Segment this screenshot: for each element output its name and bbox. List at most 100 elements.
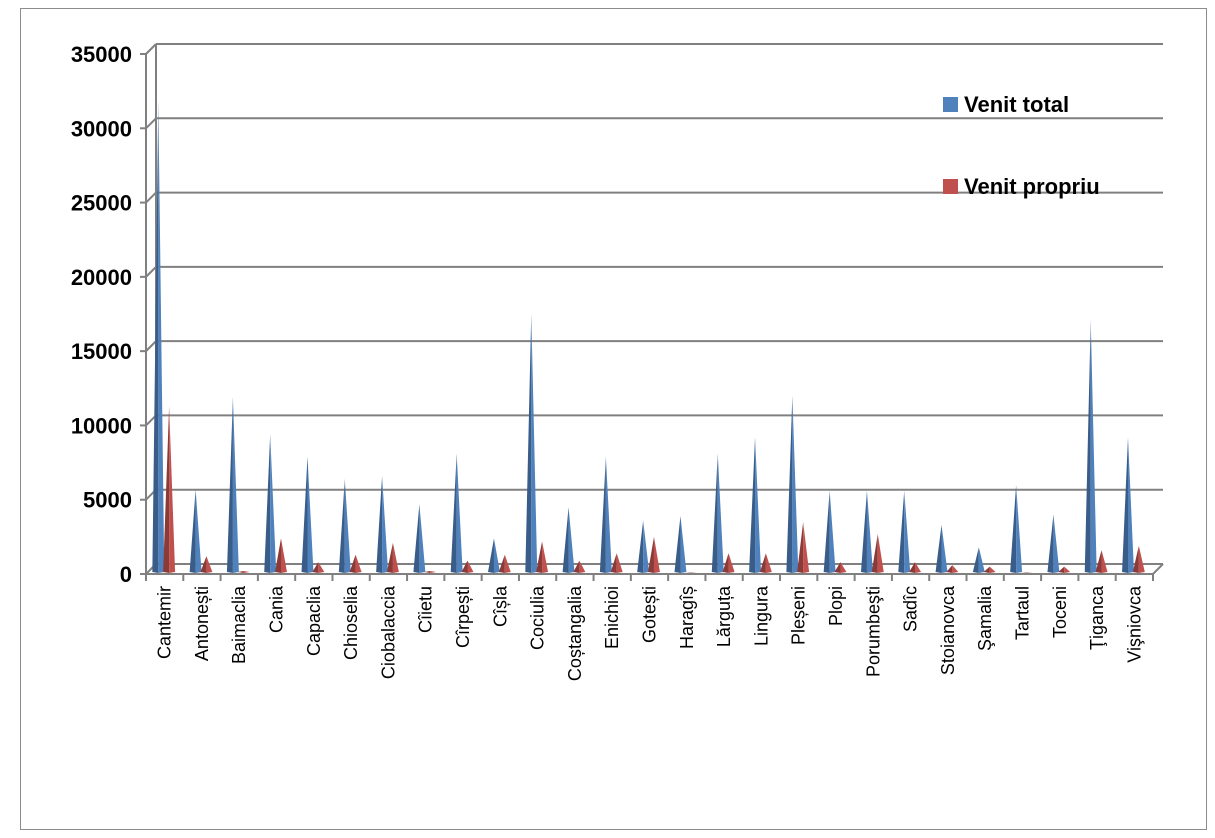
bar-venit-total-shade (338, 478, 345, 573)
bar-venit-propriu (579, 560, 586, 573)
x-category-label: Porumbeşti (863, 586, 883, 677)
bar-venit-propriu-shade (349, 554, 356, 573)
bar-venit-propriu (653, 536, 660, 573)
bar-venit-propriu (915, 562, 922, 573)
bar-venit-propriu (542, 541, 549, 573)
bar-venit-total (456, 453, 463, 573)
bar-venit-total-shade (749, 437, 756, 573)
bar-venit-total (643, 520, 650, 573)
bar-venit-total (1053, 514, 1060, 573)
bar-venit-propriu-shade (834, 562, 841, 573)
x-category-label: Chioselia (341, 585, 361, 660)
bar-venit-total (605, 456, 612, 573)
bar-venit-total-shade (264, 434, 271, 573)
bar-venit-propriu-shade (722, 553, 729, 573)
bar-venit-total-shade (525, 314, 532, 573)
gridlines (145, 43, 1163, 575)
bar-venit-total-shade (226, 397, 233, 573)
legend-swatch (943, 179, 958, 194)
bar-venit-propriu-shade (909, 562, 916, 573)
bar-venit-propriu (952, 565, 959, 573)
bar-venit-total (941, 524, 948, 573)
bar-venit-propriu-shade (200, 556, 207, 573)
x-category-label: Plopi (826, 586, 846, 626)
legend-label: Venit total (964, 92, 1069, 117)
x-category-label: Coștangalia (565, 585, 585, 681)
chart-svg: 0 5000 10000 15000 20000 25000 30000 35000 Cant… (71, 42, 1164, 681)
gridline-side (145, 266, 157, 278)
bar-venit-total-shade (637, 520, 644, 573)
bar-venit-total-shade (413, 504, 420, 573)
bar-venit-total (307, 456, 314, 573)
x-category-label: Lingura (751, 585, 771, 646)
x-category-label: Antonești (192, 586, 212, 661)
bar-venit-propriu-shade (797, 522, 804, 573)
legend-swatch (943, 97, 958, 112)
bar-venit-total (568, 507, 575, 573)
bar-venit-total-shade (786, 395, 793, 573)
bar-venit-total-shade (1084, 319, 1091, 573)
bar-venit-propriu (392, 542, 399, 573)
bar-venit-propriu-shade (536, 541, 543, 573)
x-category-label: Lărguța (714, 585, 734, 647)
bar-venit-total-shade (599, 456, 606, 573)
x-category-label: Şamalia (975, 585, 995, 651)
bar-venit-total (755, 437, 762, 573)
bar-venit-total-shade (972, 547, 979, 573)
x-category-label: Capaclia (304, 585, 324, 656)
bar-venit-propriu (430, 571, 437, 573)
bar-venit-propriu (728, 553, 735, 573)
y-tick-label: 15000 (71, 339, 132, 364)
bar-venit-propriu (1138, 545, 1145, 573)
x-category-label: Cîșla (490, 585, 510, 627)
x-category-label: Cîrpești (453, 586, 473, 648)
x-category-label: Haragîș (677, 586, 697, 649)
bar-venit-total-shade (898, 490, 905, 573)
bar-venit-total (717, 453, 724, 573)
bar-venit-total-shade (152, 101, 159, 574)
y-tick-label: 20000 (71, 265, 132, 290)
bar-venit-propriu-shade (1058, 566, 1065, 573)
bar-venit-propriu (877, 533, 884, 573)
bar-venit-total (1128, 437, 1134, 573)
bar-venit-total (419, 504, 426, 573)
bar-venit-propriu (840, 562, 847, 573)
bar-venit-propriu-shade (573, 560, 580, 573)
x-category-label: Stoianovca (938, 585, 958, 675)
bar-venit-propriu-shade (871, 533, 878, 573)
bar-venit-propriu (504, 554, 511, 573)
bar-venit-total-shade (1122, 437, 1129, 573)
x-category-label: Pleșeni (789, 586, 809, 645)
bar-venit-propriu-shade (386, 542, 393, 573)
x-category-label: Tartaul (1012, 586, 1032, 640)
bar-venit-propriu (281, 538, 287, 573)
bar-venit-total (1016, 484, 1023, 573)
x-category-label: Cania (267, 585, 287, 633)
x-category-label: Enichioi (602, 586, 622, 649)
bar-venit-propriu-shade (610, 553, 617, 573)
bar-venit-propriu (691, 572, 698, 573)
bar-venit-total-shade (189, 489, 196, 573)
bar-venit-total (904, 490, 911, 573)
bar-venit-total (829, 490, 836, 573)
bar-venit-propriu (1026, 572, 1033, 573)
bar-venit-propriu-shade (759, 553, 766, 573)
bar-venit-total (493, 538, 500, 573)
bar-venit-propriu (616, 553, 623, 573)
bar-venit-total-shade (823, 490, 830, 573)
bar-venit-propriu-shade (163, 406, 170, 573)
legend-label: Venit propriu (964, 174, 1100, 199)
bar-venit-total-shade (450, 453, 457, 573)
bar-venit-propriu (243, 571, 250, 573)
x-category-label: Sadîc (901, 586, 921, 632)
bar-venit-propriu (1101, 550, 1108, 573)
bar-venit-total-shade (674, 516, 681, 573)
bar-venit-propriu-shade (1132, 545, 1139, 573)
y-tick-label: 0 (120, 562, 132, 587)
bar-venit-total (531, 314, 538, 573)
bar-venit-propriu (467, 560, 474, 573)
chart-frame: 0 5000 10000 15000 20000 25000 30000 35000 Cant… (20, 8, 1207, 830)
bars (152, 101, 1145, 574)
gridline-side (145, 117, 157, 129)
bar-venit-propriu-shade (424, 571, 431, 573)
